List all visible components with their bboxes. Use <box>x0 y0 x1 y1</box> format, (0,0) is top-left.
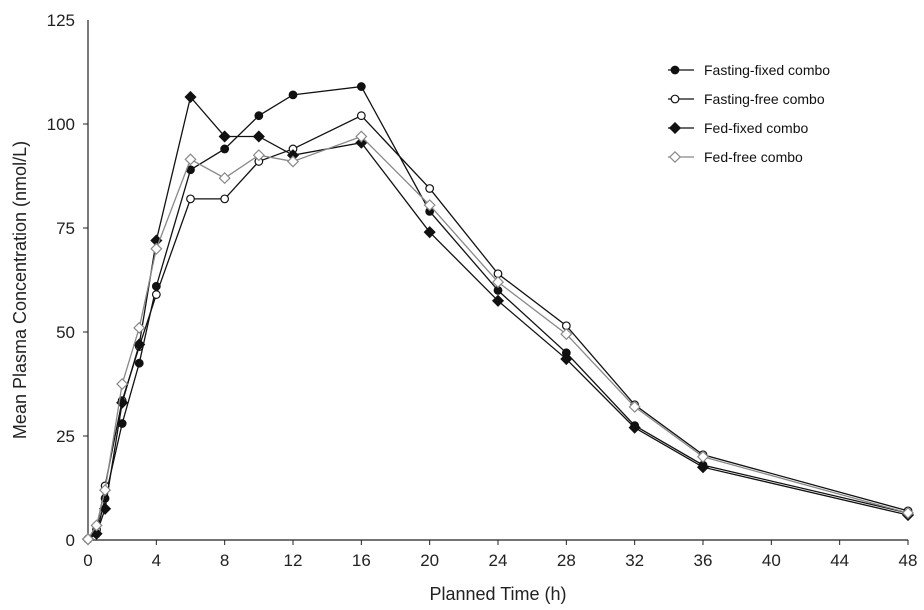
legend-item: Fasting-free combo <box>668 91 825 107</box>
legend-label: Fasting-fixed combo <box>704 62 830 78</box>
data-point <box>220 194 230 204</box>
x-tick-label: 20 <box>420 551 439 570</box>
y-tick-label: 50 <box>56 323 75 342</box>
x-axis-title: Planned Time (h) <box>429 584 566 604</box>
y-tick-label: 25 <box>56 427 75 446</box>
x-tick-label: 8 <box>220 551 229 570</box>
data-point <box>133 338 146 351</box>
x-tick-label: 28 <box>557 551 576 570</box>
data-point <box>254 111 264 121</box>
data-point <box>90 519 103 532</box>
data-point <box>560 352 573 366</box>
data-point <box>134 358 144 368</box>
data-point <box>423 199 436 212</box>
data-point <box>186 194 195 204</box>
series-layer <box>81 82 915 546</box>
data-point <box>252 149 265 162</box>
data-point <box>901 506 915 520</box>
legend-marker <box>670 94 680 104</box>
series-4 <box>81 130 915 546</box>
y-tick-label: 100 <box>47 115 75 134</box>
x-tick-label: 40 <box>762 551 781 570</box>
data-point <box>288 90 298 100</box>
x-tick-label: 36 <box>694 551 713 570</box>
data-point <box>133 321 146 334</box>
data-point <box>218 172 231 185</box>
data-point <box>81 533 95 546</box>
data-point <box>628 400 641 413</box>
x-tick-label: 32 <box>625 551 644 570</box>
x-tick-label: 44 <box>830 551 849 570</box>
data-point <box>696 461 710 474</box>
data-point <box>425 184 435 193</box>
legend-item: Fed-fixed combo <box>668 120 808 136</box>
data-point <box>355 130 368 143</box>
x-tick-label: 16 <box>352 551 371 570</box>
data-point <box>491 276 505 289</box>
legend-label: Fed-fixed combo <box>704 120 808 136</box>
data-point <box>560 328 573 341</box>
data-point <box>628 421 641 434</box>
data-point <box>696 450 710 463</box>
series-line <box>87 114 909 540</box>
data-point <box>184 153 197 166</box>
y-tick-label: 75 <box>56 219 75 238</box>
data-point <box>356 82 366 91</box>
x-tick-label: 24 <box>489 551 508 570</box>
legend-marker <box>668 121 682 135</box>
legend: Fasting-fixed combo Fasting-free combo Fed… <box>668 62 830 165</box>
legend-marker <box>670 65 680 75</box>
y-tick-label: 0 <box>66 531 75 550</box>
data-point <box>252 130 265 143</box>
x-tick-label: 48 <box>899 551 918 570</box>
data-point <box>151 290 161 299</box>
x-tick-label: 4 <box>152 551 161 570</box>
legend-label: Fasting-free combo <box>704 91 825 107</box>
data-point <box>218 130 231 143</box>
series-3 <box>81 90 915 546</box>
legend-label: Fed-free combo <box>704 149 803 165</box>
x-tick-label: 12 <box>284 551 303 570</box>
data-point <box>491 294 505 307</box>
data-point <box>356 111 366 121</box>
legend-item: Fed-free combo <box>668 149 803 165</box>
data-point <box>355 136 368 149</box>
legend-marker <box>668 150 682 164</box>
series-2 <box>83 111 913 544</box>
y-tick-label: 125 <box>47 11 75 30</box>
legend-item: Fasting-fixed combo <box>668 62 830 78</box>
data-point <box>150 242 163 255</box>
data-point <box>99 484 112 497</box>
y-axis-title: Mean Plasma Concentration (nmol/L) <box>10 141 30 439</box>
series-line <box>87 135 909 540</box>
data-point <box>184 90 197 104</box>
data-point <box>286 155 300 168</box>
data-point <box>116 377 129 391</box>
data-point <box>220 144 230 154</box>
x-tick-label: 0 <box>83 551 92 570</box>
data-point <box>423 226 436 239</box>
